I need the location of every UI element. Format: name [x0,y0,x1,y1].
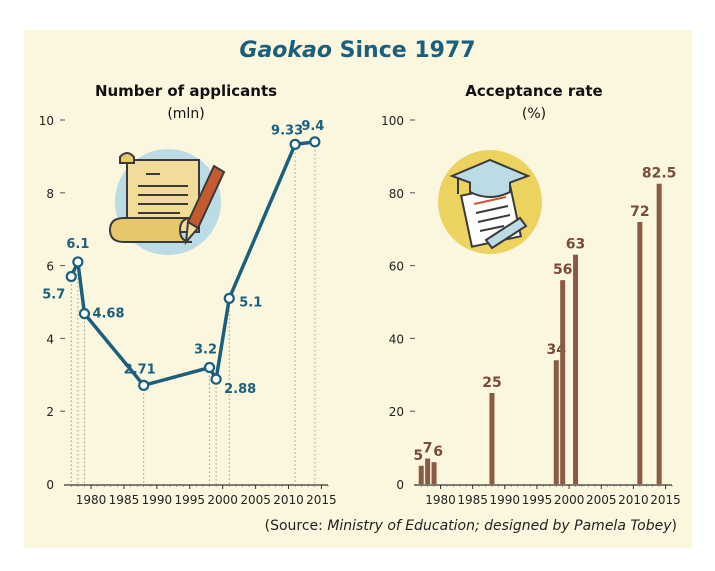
applicants-point [65,270,77,283]
applicants-point [72,256,84,268]
acceptance-bar [656,183,662,484]
acceptance-data-label: 5 [413,448,423,464]
acceptance-bar [573,254,579,484]
applicants-data-label: 4.68 [92,307,124,322]
acceptance-bar [431,462,437,484]
applicants-x-tick-label: 1990 [142,493,173,507]
acceptance-data-label: 6 [433,444,443,460]
acceptance-data-label: 56 [553,262,572,278]
acceptance-chart-title: Acceptance rate [465,82,602,100]
applicants-point [138,379,150,391]
applicants-x-tick-label: 2015 [306,493,337,507]
acceptance-x-tick-label: 1990 [490,493,521,507]
applicants-data-label: 3.2 [194,343,217,358]
scroll-and-pen-icon [108,149,226,255]
acceptance-chart-unit: (%) [522,106,546,122]
page-title: Gaokao Since 1977 [0,38,715,63]
acceptance-x-tick-label: 2010 [618,493,649,507]
acceptance-y-tick-label: 80 [389,187,404,201]
acceptance-data-label: 7 [423,441,433,457]
acceptance-bar [560,280,566,484]
acceptance-x-tick-label: 2005 [586,493,617,507]
title-rest: Since 1977 [332,38,476,63]
acceptance-data-label: 63 [566,237,585,253]
acceptance-data-label: 25 [482,375,501,391]
applicants-chart-unit: (mln) [167,106,204,122]
acceptance-x-tick-label: 1985 [457,493,488,507]
applicants-x-tick-label: 2005 [240,493,271,507]
applicants-y-tick-label: 10 [39,114,54,128]
applicants-point [289,138,301,150]
applicants-y-tick-label: 6 [46,260,54,274]
source-suffix: ) [671,518,677,534]
applicants-data-label: 9.4 [301,119,324,134]
applicants-y-tick-label: 8 [46,187,54,201]
title-emphasis: Gaokao [239,38,333,63]
acceptance-y-tick-label: 20 [389,405,404,419]
applicants-y-tick-label: 4 [46,332,54,346]
acceptance-x-tick-label: 2000 [554,493,585,507]
applicants-data-label: 5.7 [42,288,65,303]
acceptance-bar [425,458,431,484]
acceptance-y-tick-label: 40 [389,332,404,346]
applicants-point [78,308,91,320]
source-credit: Ministry of Education; designed by Pamel… [327,518,672,534]
acceptance-y-tick-label: 100 [381,114,404,128]
applicants-point [223,292,235,304]
acceptance-y-tick-label: 60 [389,260,404,274]
source-note: (Source: Ministry of Education; designed… [265,518,677,534]
acceptance-y-tick-label: 0 [396,478,404,492]
acceptance-bar [418,465,424,484]
applicants-x-tick-label: 1980 [76,493,107,507]
acceptance-x-tick-label: 2015 [650,493,681,507]
applicants-data-label: 9.33 [271,123,303,138]
applicants-point [203,361,216,374]
acceptance-bar [553,360,559,484]
acceptance-data-label: 82.5 [642,166,677,182]
applicants-x-tick-label: 2000 [207,493,238,507]
chart-panel [24,30,692,548]
applicants-chart-title: Number of applicants [95,82,277,100]
applicants-point [309,136,321,148]
applicants-x-tick-label: 1985 [109,493,140,507]
source-prefix: (Source: [264,518,328,534]
acceptance-x-tick-label: 1995 [522,493,553,507]
acceptance-x-tick-label: 1980 [425,493,456,507]
applicants-point [210,373,222,385]
acceptance-bar [489,393,495,484]
applicants-y-tick-label: 2 [46,405,54,419]
applicants-data-label: 2.71 [124,362,156,377]
acceptance-bar [637,221,643,485]
graduation-cap-diploma-icon [438,150,542,254]
applicants-data-label: 2.88 [224,382,256,397]
acceptance-data-label: 72 [630,204,649,220]
applicants-y-tick-label: 0 [46,478,54,492]
applicants-x-tick-label: 2010 [273,493,304,507]
applicants-data-label: 6.1 [66,237,89,252]
applicants-x-tick-label: 1995 [174,493,205,507]
applicants-data-label: 5.1 [239,295,262,310]
